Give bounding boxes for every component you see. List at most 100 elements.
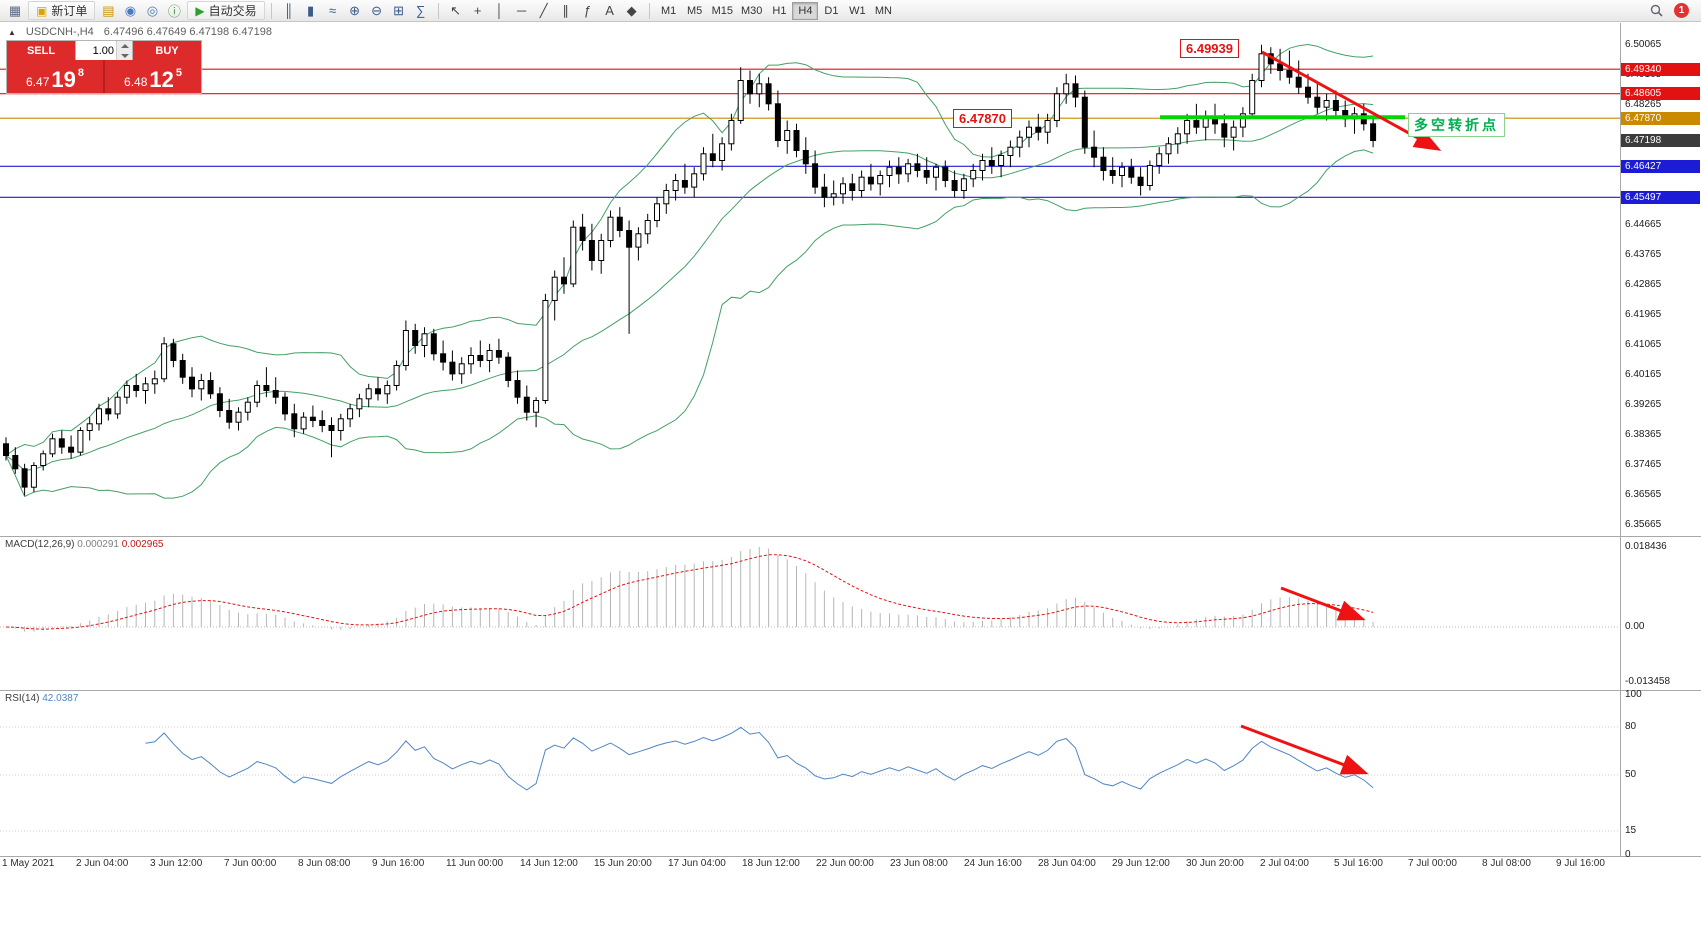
play-icon: ▶ <box>195 3 205 18</box>
level-price-annotation[interactable]: 6.47870 <box>953 109 1012 128</box>
text-icon[interactable]: A <box>605 3 614 18</box>
candle-chart-icon[interactable]: ▮ <box>307 2 315 18</box>
price-axis-label: 6.36565 <box>1625 489 1662 500</box>
indicators-icon[interactable]: ∑ <box>415 3 426 18</box>
time-axis-label: 2 Jul 04:00 <box>1260 858 1309 869</box>
price-axis-badge: 6.45497 <box>1621 191 1700 204</box>
price-axis-badge: 6.47870 <box>1621 112 1700 125</box>
price-axis-badge: 6.46427 <box>1621 160 1700 173</box>
time-axis-label: 7 Jun 00:00 <box>224 858 277 869</box>
trend-arrow[interactable] <box>1240 724 1369 775</box>
time-axis-label: 23 Jun 08:00 <box>890 858 948 869</box>
community-icon[interactable]: ◎ <box>146 2 159 18</box>
time-axis-label: 9 Jun 16:00 <box>372 858 425 869</box>
trend-arrow[interactable] <box>1261 50 1442 151</box>
rsi-axis-label: 100 <box>1625 689 1642 700</box>
line-chart-icon[interactable]: ≈ <box>329 3 337 18</box>
time-axis-label: 17 Jun 04:00 <box>668 858 726 869</box>
toolbar-separator <box>270 2 272 19</box>
rsi-axis-label: 50 <box>1625 769 1637 780</box>
price-axis-label: 6.43765 <box>1625 249 1662 260</box>
time-axis-label: 14 Jun 12:00 <box>520 858 578 869</box>
timeframe-mn[interactable]: MN <box>870 2 896 20</box>
volume-down-icon[interactable] <box>117 50 132 60</box>
ohlc-values: 6.47496 6.47649 6.47198 6.47198 <box>103 26 272 38</box>
vertical-line-icon[interactable]: │ <box>495 3 504 18</box>
new-order-icon: ▣ <box>36 3 48 18</box>
timeframe-h4[interactable]: H4 <box>792 1 819 20</box>
buy-price-sup: 5 <box>175 67 182 79</box>
sell-price-big: 19 <box>51 67 76 92</box>
chart-window-icon[interactable]: ▦ <box>8 2 22 18</box>
time-axis-label: 9 Jul 16:00 <box>1556 858 1605 869</box>
volume-stepper <box>116 41 132 60</box>
timeframe-d1[interactable]: D1 <box>818 2 844 20</box>
new-order-button[interactable]: ▣ 新订单 <box>28 1 96 20</box>
tile-windows-icon[interactable]: ⊞ <box>393 2 405 18</box>
sell-button[interactable]: SELL <box>7 41 75 60</box>
cursor-icon[interactable]: ↖ <box>450 2 462 18</box>
sell-price-sup: 8 <box>77 67 84 79</box>
accounts-icon[interactable]: ◉ <box>124 2 137 18</box>
time-axis-label: 1 May 2021 <box>2 858 55 869</box>
time-axis-label: 5 Jul 16:00 <box>1334 858 1383 869</box>
timeframe-h1[interactable]: H1 <box>766 2 792 20</box>
notification-badge[interactable]: 1 <box>1674 3 1689 18</box>
buy-button[interactable]: BUY <box>133 41 201 60</box>
horizontal-line-icon[interactable]: ─ <box>517 3 527 18</box>
rsi-axis-label: 0 <box>1625 849 1631 860</box>
candlestick-series <box>3 44 1377 496</box>
shapes-icon[interactable]: ◆ <box>626 2 637 18</box>
price-axis-label: 6.50065 <box>1625 39 1662 50</box>
price-axis-label: 6.42865 <box>1625 279 1662 290</box>
sell-price-button[interactable]: 6.47 19 8 <box>7 60 103 93</box>
price-axis-badge: 6.49340 <box>1621 63 1700 76</box>
peak-price-annotation[interactable]: 6.49939 <box>1180 39 1239 58</box>
price-axis-label: 6.40165 <box>1625 369 1662 380</box>
time-axis-label: 24 Jun 16:00 <box>964 858 1022 869</box>
toolbar-separator <box>648 2 650 19</box>
trend-arrow[interactable] <box>1280 586 1366 621</box>
buy-price-button[interactable]: 6.48 12 5 <box>105 60 201 93</box>
timeframe-m1[interactable]: M1 <box>656 2 682 20</box>
price-divider <box>103 60 105 93</box>
timeframe-m5[interactable]: M5 <box>682 2 708 20</box>
info-icon[interactable]: ⓘ <box>167 4 181 19</box>
time-axis-label: 8 Jul 08:00 <box>1482 858 1531 869</box>
time-axis-label: 15 Jun 20:00 <box>594 858 652 869</box>
fibonacci-icon[interactable]: ƒ <box>583 3 592 18</box>
macd-histogram <box>14 547 1374 632</box>
time-axis-label: 8 Jun 08:00 <box>298 858 351 869</box>
time-axis-label: 3 Jun 12:00 <box>150 858 203 869</box>
turning-point-annotation[interactable]: 多空转折点 <box>1408 113 1505 137</box>
channel-icon[interactable]: ∥ <box>562 2 569 18</box>
timeframe-m30[interactable]: M30 <box>737 2 766 20</box>
market-watch-icon[interactable]: ▤ <box>102 2 115 18</box>
volume-up-icon[interactable] <box>117 41 132 51</box>
auto-trading-button[interactable]: ▶ 自动交易 <box>187 1 265 20</box>
time-axis-label: 11 Jun 00:00 <box>446 858 504 869</box>
search-icon[interactable] <box>1645 2 1667 20</box>
zoom-out-icon[interactable]: ⊖ <box>371 2 383 18</box>
bar-chart-icon[interactable]: ║ <box>284 3 294 18</box>
time-axis-label: 28 Jun 04:00 <box>1038 858 1096 869</box>
timeframe-m15[interactable]: M15 <box>708 2 737 20</box>
buy-price-base: 6.48 <box>124 75 148 89</box>
toolbar-group-objects: ↖ + │ ─ ╱ ∥ ƒ A ◆ <box>445 2 643 20</box>
volume-box <box>75 41 133 60</box>
collapse-panel-icon[interactable]: ▲ <box>8 27 16 37</box>
main-toolbar: ▦ ▣ 新订单 ▤ ◉ ◎ ⓘ ▶ 自动交易 ║ ▮ ≈ ⊕ ⊖ ⊞ ∑ ↖ + │ ─ ╱ ∥ ƒ A ◆ M1… <box>0 0 1701 22</box>
timeframe-w1[interactable]: W1 <box>844 2 870 20</box>
sell-price-base: 6.47 <box>26 75 50 89</box>
symbol-period-label: USDCNH-,H4 <box>25 26 94 38</box>
zoom-in-icon[interactable]: ⊕ <box>349 2 361 18</box>
crosshair-icon[interactable]: + <box>473 3 482 18</box>
time-axis-label: 30 Jun 20:00 <box>1186 858 1244 869</box>
chart-header: ▲ USDCNH-,H4 6.47496 6.47649 6.47198 6.4… <box>8 26 272 38</box>
rsi-label: RSI(14) 42.0387 <box>5 693 79 704</box>
timeframe-bar: M1 M5 M15 M30 H1 H4 D1 W1 MN <box>656 1 897 20</box>
trendline-icon[interactable]: ╱ <box>539 2 548 18</box>
volume-input[interactable] <box>76 41 116 60</box>
